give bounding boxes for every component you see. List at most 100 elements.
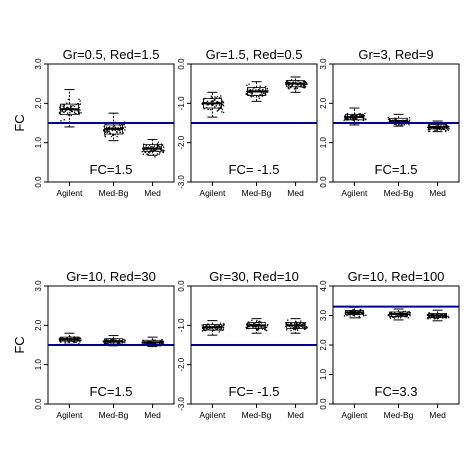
data-point	[346, 314, 348, 317]
data-point	[304, 87, 306, 89]
data-point	[435, 129, 437, 132]
data-point	[212, 103, 214, 105]
category-label: Agilent	[199, 410, 226, 420]
data-point	[265, 89, 267, 92]
data-point	[299, 81, 301, 84]
data-point	[206, 328, 208, 330]
data-point	[114, 126, 116, 129]
data-point	[346, 115, 348, 117]
data-point	[108, 130, 110, 132]
data-point	[66, 106, 68, 108]
data-point	[397, 315, 399, 317]
data-point	[69, 107, 71, 109]
y-tick-label: 0.0	[319, 176, 328, 188]
data-point	[408, 311, 410, 313]
data-point	[76, 109, 78, 112]
data-point	[259, 320, 261, 322]
y-tick-label: 2.0	[319, 97, 328, 109]
data-point	[73, 337, 75, 339]
data-point	[78, 336, 80, 338]
data-point	[58, 112, 61, 115]
data-point	[62, 106, 64, 108]
data-point	[219, 322, 222, 324]
data-point	[408, 313, 410, 316]
data-point	[427, 126, 429, 128]
data-point	[287, 84, 289, 86]
data-point	[223, 323, 225, 325]
data-point	[124, 129, 126, 131]
data-point	[408, 312, 410, 314]
data-point	[246, 84, 248, 86]
data-point	[356, 118, 358, 120]
data-point	[158, 153, 160, 155]
data-point	[222, 323, 224, 325]
data-point	[106, 130, 108, 132]
data-point	[80, 339, 82, 341]
data-point	[159, 146, 161, 148]
data-point	[258, 323, 260, 325]
data-point	[267, 324, 269, 326]
data-point	[258, 97, 260, 99]
data-point	[259, 89, 261, 91]
y-tick-label: 3.0	[34, 58, 43, 70]
chart-panel-3: Gr=3, Red=9 0.0 1.0 2.0 3.0 Agilent Med-Bg Med F…	[319, 47, 460, 198]
data-point	[295, 325, 298, 328]
data-point	[257, 329, 260, 331]
data-point	[109, 126, 111, 128]
data-point	[395, 118, 397, 120]
data-point	[359, 114, 361, 116]
data-point	[206, 324, 208, 326]
data-point	[292, 81, 295, 83]
category-label: Med-Bg	[242, 188, 272, 198]
data-point	[408, 117, 411, 119]
data-point	[394, 311, 396, 314]
data-point	[358, 315, 360, 318]
data-point	[70, 114, 72, 117]
data-point	[352, 118, 354, 120]
data-point	[147, 146, 149, 148]
data-point	[64, 342, 66, 344]
data-point	[219, 104, 221, 106]
data-point	[148, 151, 150, 153]
data-point	[118, 129, 120, 131]
data-point	[262, 88, 264, 91]
data-point	[214, 96, 216, 98]
data-point	[292, 327, 295, 329]
data-point	[294, 326, 296, 328]
data-point	[285, 325, 287, 327]
data-point	[155, 149, 157, 151]
data-point	[75, 341, 77, 344]
data-point	[295, 88, 297, 90]
data-point	[306, 326, 308, 328]
data-point	[122, 124, 124, 126]
data-point	[352, 308, 354, 311]
data-point	[218, 108, 220, 110]
data-point	[118, 341, 120, 343]
data-point	[206, 100, 209, 102]
y-tick-label: 1.0	[319, 368, 328, 380]
data-point	[356, 313, 358, 315]
data-point	[106, 126, 108, 128]
data-point	[245, 326, 247, 328]
data-point	[222, 105, 225, 107]
data-point	[390, 312, 393, 314]
data-point	[67, 112, 69, 114]
data-point	[408, 121, 410, 123]
data-point	[394, 123, 396, 125]
data-point	[63, 104, 65, 106]
data-point	[298, 327, 300, 329]
data-point	[119, 125, 121, 127]
data-point	[141, 341, 143, 343]
y-tick-label: 3.0	[319, 309, 328, 321]
data-point	[210, 109, 212, 111]
data-point	[393, 317, 396, 319]
data-point	[219, 107, 221, 110]
y-tick-label: -1.0	[177, 318, 186, 332]
data-point	[353, 117, 355, 119]
data-point	[305, 327, 307, 330]
data-point	[306, 83, 308, 85]
data-point	[305, 326, 307, 328]
data-point	[245, 93, 247, 95]
data-point	[212, 100, 214, 103]
